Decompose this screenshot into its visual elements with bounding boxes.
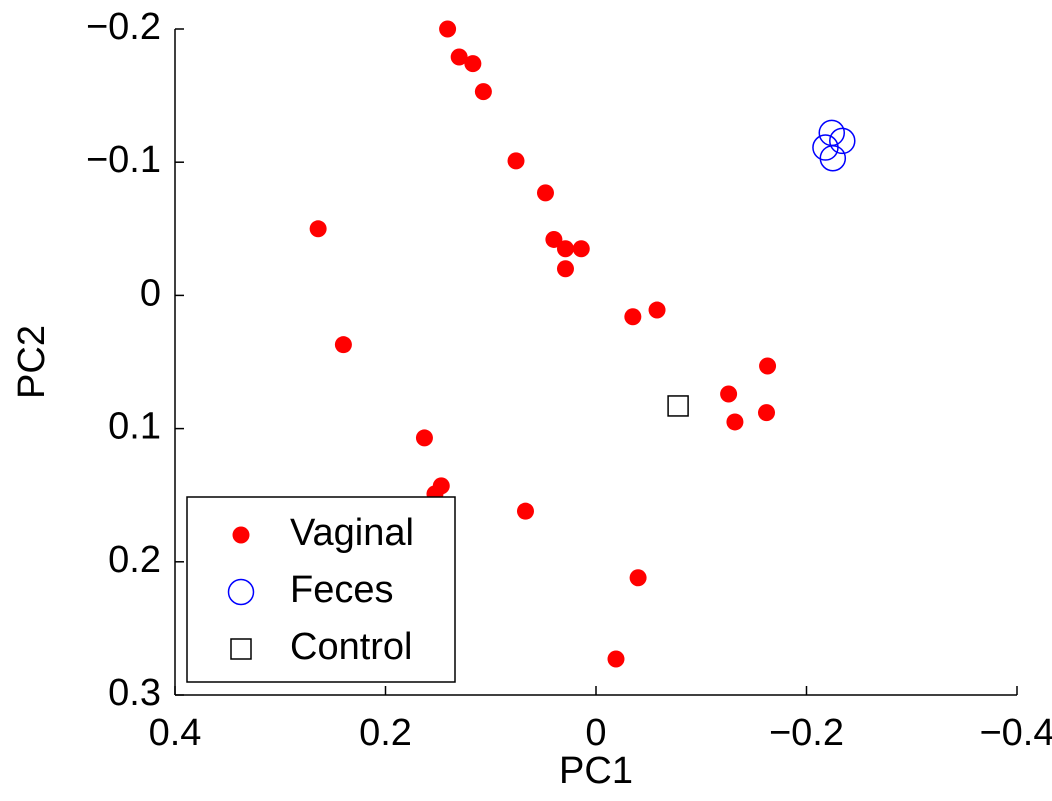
- point: [572, 240, 590, 258]
- y-tick-label: −0.2: [86, 6, 161, 48]
- point: [516, 502, 534, 520]
- point: [726, 413, 744, 431]
- point: [758, 404, 776, 422]
- x-tick-label: −0.4: [979, 712, 1052, 754]
- point: [556, 260, 574, 278]
- x-tick-label: −0.2: [769, 712, 844, 754]
- point: [720, 385, 738, 403]
- x-tick-label: 0.2: [359, 712, 412, 754]
- point: [334, 336, 352, 354]
- legend-label: Vaginal: [290, 512, 414, 554]
- legend-marker: [230, 638, 252, 660]
- y-axis-label: PC2: [11, 325, 53, 399]
- point: [545, 230, 563, 248]
- y-tick-label: −0.1: [86, 139, 161, 181]
- legend-marker: [232, 526, 250, 544]
- y-tick-label: 0: [140, 272, 161, 314]
- point: [629, 569, 647, 587]
- point: [439, 20, 457, 38]
- point: [624, 308, 642, 326]
- point: [667, 395, 689, 417]
- point: [450, 48, 468, 66]
- y-tick-label: 0.3: [108, 672, 161, 714]
- point: [819, 144, 847, 172]
- legend-marker: [227, 578, 255, 606]
- point: [829, 127, 856, 155]
- point: [759, 357, 777, 375]
- point: [415, 429, 433, 447]
- legend-label: Feces: [290, 569, 393, 611]
- point: [648, 301, 666, 319]
- y-tick-label: 0.1: [108, 406, 161, 448]
- x-axis-label: PC1: [559, 750, 633, 792]
- point: [556, 240, 574, 258]
- y-tick-label: 0.2: [108, 539, 161, 581]
- point: [607, 650, 625, 668]
- x-tick-label: 0: [585, 712, 606, 754]
- legend-label: Control: [290, 626, 413, 668]
- point: [464, 55, 482, 73]
- x-tick-label: 0.4: [149, 712, 202, 754]
- point: [474, 83, 492, 101]
- point: [536, 184, 554, 202]
- point: [507, 152, 525, 170]
- point: [309, 220, 327, 238]
